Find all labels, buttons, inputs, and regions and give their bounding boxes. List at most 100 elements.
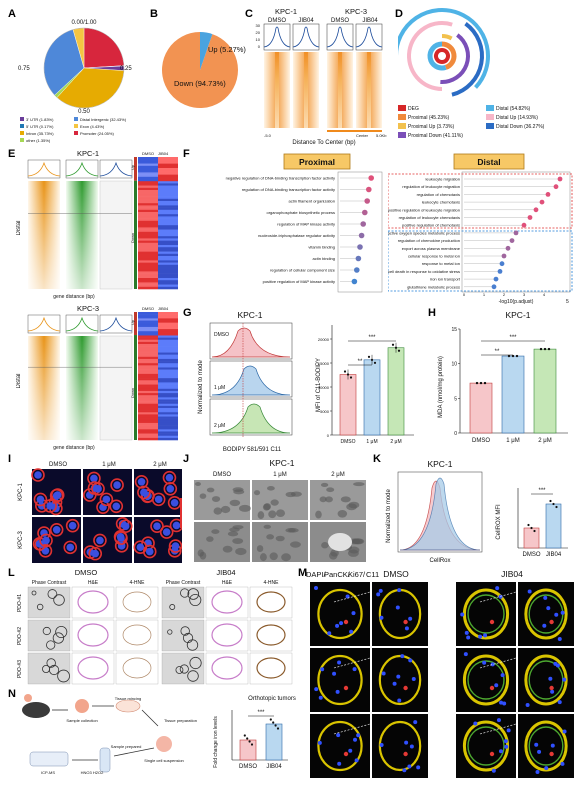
lollipop-dot bbox=[366, 186, 372, 193]
heatmap-cell bbox=[138, 354, 158, 358]
dapi-nucleus bbox=[496, 718, 501, 723]
heatmap-cell bbox=[138, 344, 158, 347]
dapi-nucleus bbox=[413, 720, 418, 725]
peak-heatmap-core bbox=[338, 52, 342, 128]
heatmap-cell bbox=[138, 286, 158, 290]
organoid bbox=[31, 590, 37, 596]
zoom-indicator-line bbox=[333, 591, 371, 603]
heatmap-cell bbox=[138, 176, 158, 180]
panel-g-ylabel: Normalized to mode bbox=[198, 359, 204, 413]
heatmap-cell bbox=[158, 312, 178, 315]
dapi-nucleus bbox=[354, 758, 359, 763]
heatmap-cell bbox=[158, 185, 178, 189]
panel-k-xlabel: CellRox bbox=[429, 558, 450, 564]
swollen-mitochondrion bbox=[328, 533, 352, 551]
heatmap-cell bbox=[158, 433, 178, 437]
cell-membrane bbox=[63, 540, 78, 555]
panel-m-group-dmso: DMSO bbox=[383, 569, 409, 579]
legend-swatch bbox=[20, 138, 24, 142]
ki67-nucleus bbox=[343, 751, 349, 757]
heatmap-cell bbox=[158, 354, 178, 358]
lollipop-dot bbox=[553, 184, 559, 190]
x-tick-label: JIB04 bbox=[266, 764, 282, 770]
sig-label: *** bbox=[509, 335, 517, 341]
organelle bbox=[268, 510, 277, 519]
heatmap-cell bbox=[158, 203, 178, 206]
bar bbox=[523, 527, 540, 549]
panel-c-cond-2: JIB04 bbox=[298, 18, 314, 24]
organoid-image bbox=[161, 586, 205, 619]
heatmap-cell bbox=[138, 260, 158, 263]
dapi-nucleus bbox=[317, 740, 322, 745]
heatmap-cell bbox=[138, 356, 158, 360]
lollipop-dot bbox=[509, 238, 515, 243]
heatmap-cell bbox=[158, 324, 178, 328]
heatmap-cell bbox=[138, 322, 158, 326]
cell-nucleus bbox=[68, 521, 77, 530]
heatmap-cell bbox=[138, 258, 158, 261]
heatmap-cell bbox=[158, 258, 178, 261]
cell-membrane bbox=[91, 482, 105, 496]
heatmap-cell bbox=[158, 425, 178, 428]
profile-curve bbox=[355, 26, 383, 48]
organelle bbox=[275, 535, 285, 542]
heatmap-cell bbox=[158, 284, 178, 288]
cell-nucleus bbox=[154, 495, 163, 504]
heatmap-cell bbox=[138, 234, 158, 237]
heatmap-cell bbox=[138, 256, 158, 259]
organelle bbox=[348, 546, 360, 554]
go-term-label: regulation of cellular component size bbox=[270, 268, 336, 273]
heatmap-cell bbox=[158, 181, 178, 184]
dapi-nucleus bbox=[349, 629, 354, 634]
dapi-nucleus bbox=[562, 729, 567, 734]
he-stained-organoid bbox=[77, 656, 109, 680]
panel-e2-side-down: Down bbox=[130, 388, 135, 398]
dapi-nucleus bbox=[332, 671, 337, 676]
heatmap-cell bbox=[158, 382, 178, 385]
panel-c-ytick-10: 10 bbox=[256, 37, 261, 42]
x-tick-label: DMSO bbox=[341, 439, 356, 445]
panel-l-row-label: PDO-#1 bbox=[17, 594, 23, 612]
bar bbox=[501, 355, 525, 434]
proximal-title-box bbox=[283, 153, 351, 170]
lollipop-dot bbox=[501, 253, 507, 259]
panel-c-group-kpc1: KPC-1 bbox=[275, 7, 297, 16]
heatmap-cell bbox=[138, 380, 158, 383]
dapi-nucleus bbox=[546, 606, 551, 611]
panel-e-xlabel: gene distance (bp) bbox=[53, 294, 95, 300]
go-term-label: nucleoside-triphosphatase regulator acti… bbox=[258, 233, 335, 238]
zoom-indicator-line bbox=[333, 657, 371, 669]
heatmap-cell bbox=[158, 273, 178, 277]
legend-entry: Exon (4.43%) bbox=[80, 124, 105, 129]
go-term-label: vitamin binding bbox=[308, 245, 335, 250]
heatmap-cell bbox=[158, 373, 178, 377]
heatmap-cell bbox=[158, 333, 178, 336]
heatmap-cell bbox=[138, 209, 158, 213]
heatmap-cell bbox=[158, 431, 178, 434]
heatmap-cell bbox=[138, 196, 158, 200]
panel-g-bar-ylabel: MFI of C11-BODIPY bbox=[316, 358, 322, 412]
panel-l-row-label: PDO-#3 bbox=[17, 660, 23, 678]
heatmap-cell bbox=[138, 269, 158, 272]
heatmap-cell bbox=[158, 271, 178, 274]
heatmap-cell bbox=[158, 437, 178, 441]
organelle bbox=[220, 505, 231, 514]
heatmap-cell bbox=[158, 214, 178, 217]
heatmap-colorbar bbox=[327, 130, 382, 132]
cell-membrane bbox=[141, 489, 155, 503]
panck-ring bbox=[317, 720, 363, 772]
heatmap-cell bbox=[138, 253, 158, 257]
heatmap-cell bbox=[158, 361, 178, 364]
organelle bbox=[211, 496, 221, 502]
heatmap-cell bbox=[138, 335, 158, 338]
x-tick-label: 1 μM bbox=[366, 439, 377, 445]
heatmap-cell bbox=[138, 318, 158, 321]
cell-nucleus bbox=[46, 502, 54, 510]
bar bbox=[363, 359, 381, 436]
radial-bar bbox=[407, 21, 453, 91]
cell-nucleus bbox=[140, 488, 148, 497]
heatmap-cell bbox=[158, 163, 178, 167]
heatmap-cell bbox=[158, 225, 178, 228]
profile-curve bbox=[263, 26, 291, 48]
data-point bbox=[349, 376, 353, 379]
